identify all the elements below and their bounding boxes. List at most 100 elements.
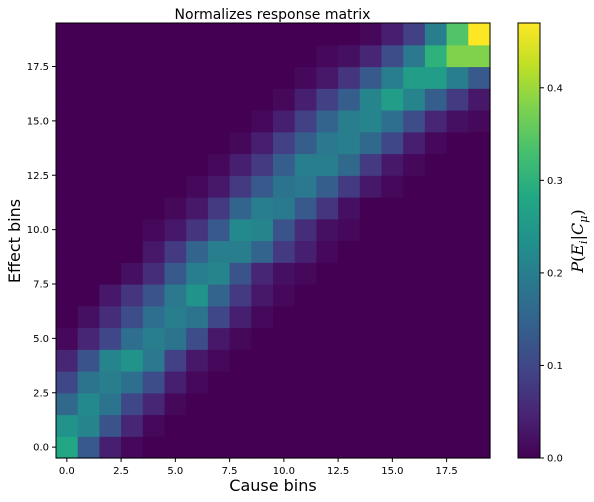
heatmap-cell [424, 218, 448, 242]
heatmap-cell [164, 88, 187, 111]
heatmap-cell [338, 371, 361, 394]
heatmap-cell [294, 131, 317, 155]
heatmap-cell [251, 44, 274, 68]
heatmap-cell [424, 110, 448, 133]
heatmap-cell [424, 392, 448, 416]
heatmap-cell [142, 414, 166, 437]
heatmap-cell [99, 88, 122, 111]
heatmap-cell [273, 392, 296, 416]
heatmap-cell [251, 23, 274, 46]
heatmap-cell [273, 240, 296, 263]
heatmap-cell [381, 131, 404, 155]
heatmap-cell [403, 153, 426, 176]
heatmap-cell [56, 262, 79, 285]
heatmap-cell [121, 240, 144, 263]
heatmap-cell [186, 88, 209, 111]
heatmap-cell [294, 175, 317, 198]
heatmap-cell [56, 23, 79, 46]
y-tick-label: 10.0 [27, 225, 49, 236]
heatmap-cell [77, 131, 100, 155]
heatmap-cell [446, 327, 469, 350]
plot-frame [55, 22, 491, 459]
chart-title: Normalizes response matrix [175, 7, 371, 23]
x-tick-label: 7.5 [222, 466, 238, 477]
heatmap-cell [381, 153, 404, 176]
colorbar-tick-label: 0.2 [547, 268, 563, 279]
heatmap-cell [316, 110, 339, 133]
heatmap-cell [186, 392, 209, 416]
heatmap-cells [56, 23, 491, 459]
heatmap-cell [207, 88, 231, 111]
heatmap-cell [142, 284, 166, 307]
heatmap-cell [446, 371, 469, 394]
heatmap-cell [359, 88, 383, 111]
colorbar-tick-label: 0.3 [547, 176, 563, 187]
heatmap-cell [121, 23, 144, 46]
x-tick-label: 12.5 [327, 466, 349, 477]
heatmap-cell [56, 153, 79, 176]
heatmap-cell [77, 349, 100, 372]
heatmap-cell [164, 218, 187, 242]
heatmap-cell [56, 392, 79, 416]
heatmap-cell [142, 66, 166, 89]
heatmap-cell [424, 23, 448, 46]
heatmap-cell [142, 436, 166, 459]
heatmap-cell [273, 371, 296, 394]
heatmap-cell [207, 436, 231, 459]
heatmap-cell [424, 436, 448, 459]
heatmap-cell [403, 436, 426, 459]
heatmap-cell [251, 305, 274, 329]
heatmap-cell [251, 66, 274, 89]
heatmap-cell [273, 110, 296, 133]
heatmap-cell [142, 23, 166, 46]
heatmap-cell [56, 284, 79, 307]
heatmap-cell [381, 197, 404, 220]
colorbar-ticks: 0.0 0.1 0.2 0.3 0.4 [540, 83, 563, 465]
heatmap-cell [273, 44, 296, 68]
heatmap-cell [381, 305, 404, 329]
heatmap-cell [186, 131, 209, 155]
heatmap-cell [381, 371, 404, 394]
x-axis-ticks: 0.0 2.5 5.0 7.5 10.0 12.5 15.0 17.5 [59, 458, 458, 477]
heatmap-cell [56, 88, 79, 111]
colorbar-tick-label: 0.0 [547, 454, 563, 465]
colorbar-tick-label: 0.1 [547, 361, 563, 372]
heatmap-cell [207, 44, 231, 68]
heatmap-cell [468, 218, 491, 242]
heatmap-cell [207, 23, 231, 46]
heatmap-cell [424, 131, 448, 155]
heatmap-cell [142, 392, 166, 416]
heatmap-cell [77, 262, 100, 285]
heatmap-cell [229, 175, 252, 198]
heatmap-cell [121, 175, 144, 198]
heatmap-cell [99, 23, 122, 46]
heatmap-cell [142, 44, 166, 68]
heatmap-cell [229, 23, 252, 46]
heatmap-cell [338, 349, 361, 372]
heatmap-cell [186, 153, 209, 176]
y-tick-label: 7.5 [33, 280, 49, 291]
heatmap-cell [273, 23, 296, 46]
heatmap-cell [142, 88, 166, 111]
heatmap-cell [424, 371, 448, 394]
heatmap-cell [121, 349, 144, 372]
heatmap-cell [468, 305, 491, 329]
heatmap-cell [424, 66, 448, 89]
heatmap-cell [338, 44, 361, 68]
heatmap-cell [229, 66, 252, 89]
heatmap-cell [468, 436, 491, 459]
heatmap-cell [403, 305, 426, 329]
x-tick-label: 0.0 [59, 466, 75, 477]
heatmap-cell [77, 436, 100, 459]
heatmap-cell [446, 305, 469, 329]
heatmap-cell [164, 349, 187, 372]
heatmap-cell [56, 436, 79, 459]
heatmap-cell [294, 197, 317, 220]
heatmap-cell [207, 284, 231, 307]
heatmap-cell [186, 305, 209, 329]
heatmap-cell [424, 44, 448, 68]
heatmap-cell [99, 436, 122, 459]
heatmap-cell [403, 240, 426, 263]
heatmap-cell [251, 218, 274, 242]
heatmap-cell [99, 392, 122, 416]
